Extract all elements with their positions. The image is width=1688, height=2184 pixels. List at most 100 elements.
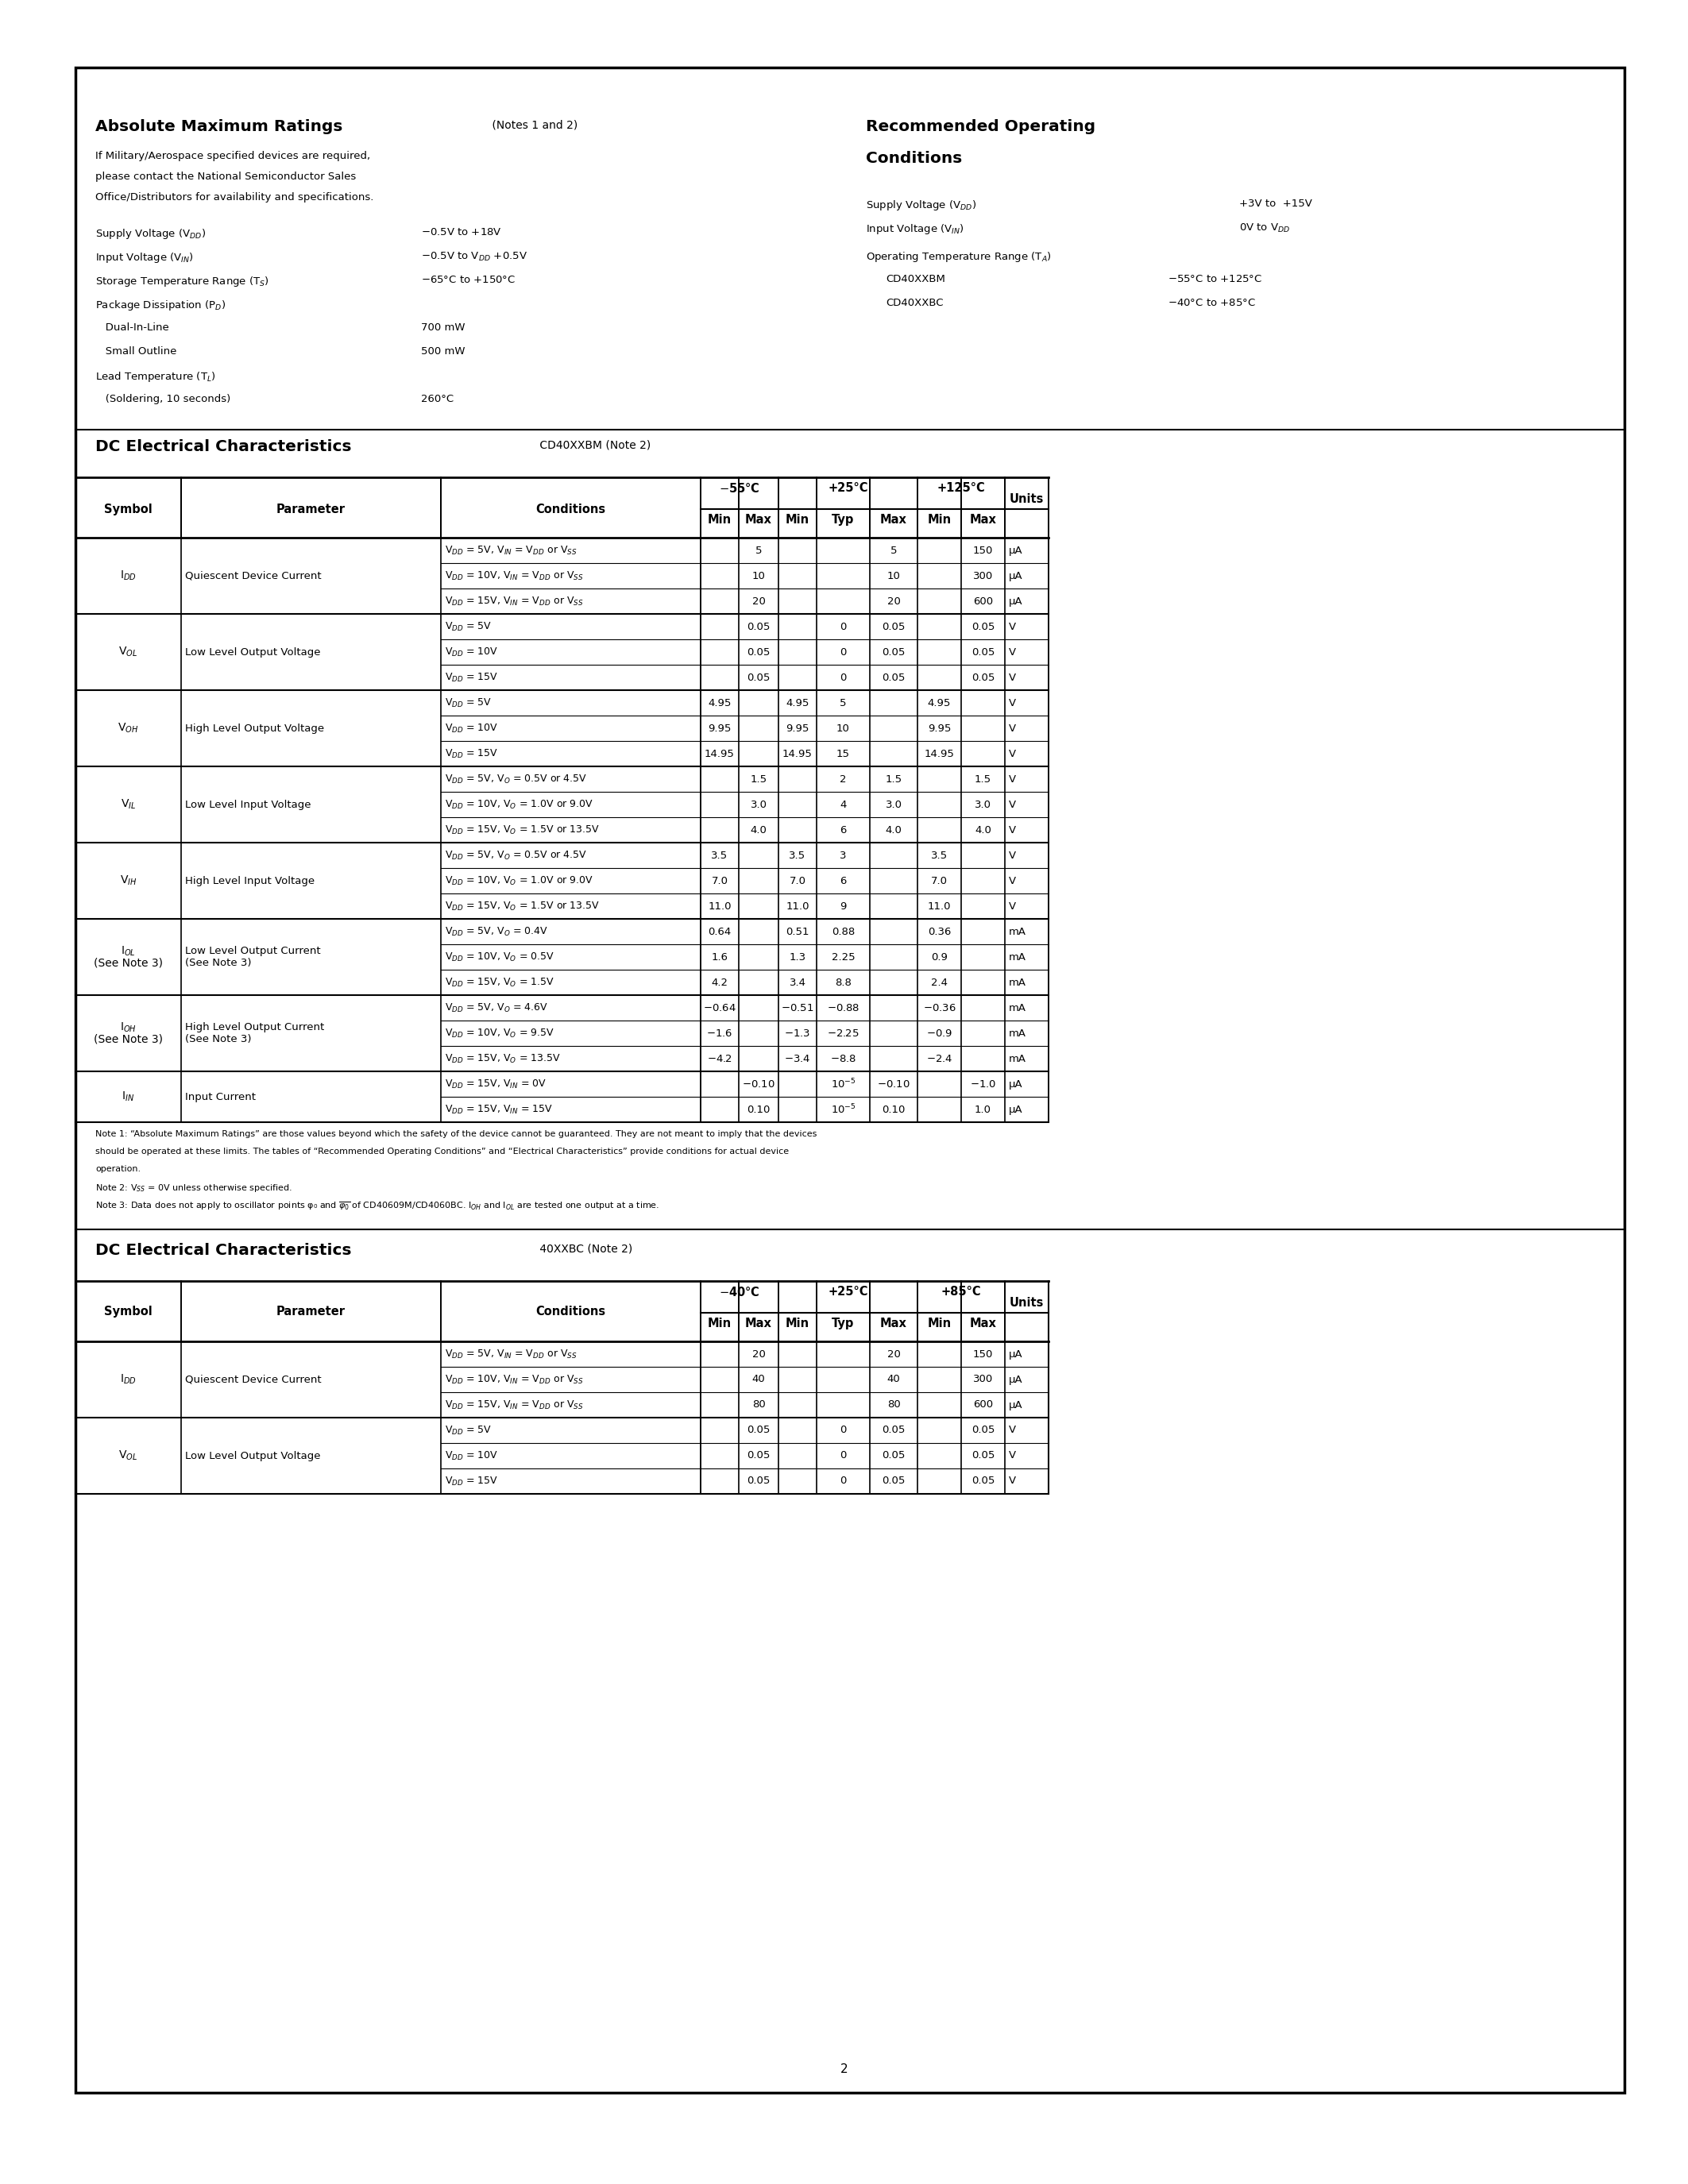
Text: 3.5: 3.5	[932, 850, 947, 860]
Text: Low Level Output Voltage: Low Level Output Voltage	[186, 1450, 321, 1461]
Text: Min: Min	[927, 513, 952, 526]
Text: Package Dissipation (P$_D$): Package Dissipation (P$_D$)	[95, 299, 226, 312]
Text: 260°C: 260°C	[420, 393, 454, 404]
Text: 4.0: 4.0	[885, 826, 901, 834]
Text: 10: 10	[886, 570, 900, 581]
Text: 0.05: 0.05	[881, 622, 905, 631]
Text: +25°C: +25°C	[827, 1286, 868, 1297]
Text: V$_{DD}$ = 15V, V$_{IN}$ = V$_{DD}$ or V$_{SS}$: V$_{DD}$ = 15V, V$_{IN}$ = V$_{DD}$ or V…	[446, 596, 584, 607]
Text: 150: 150	[972, 546, 993, 555]
Text: 40: 40	[751, 1374, 765, 1385]
Text: 0.05: 0.05	[746, 622, 770, 631]
Text: V$_{DD}$ = 15V, V$_O$ = 1.5V or 13.5V: V$_{DD}$ = 15V, V$_O$ = 1.5V or 13.5V	[446, 823, 599, 836]
Text: $10^{-5}$: $10^{-5}$	[830, 1077, 856, 1090]
Text: μA: μA	[1009, 570, 1023, 581]
Text: 0.36: 0.36	[928, 926, 950, 937]
Text: 8.8: 8.8	[836, 976, 851, 987]
Text: 1.5: 1.5	[749, 773, 766, 784]
Text: Min: Min	[707, 513, 731, 526]
Text: 20: 20	[751, 596, 765, 607]
Text: 10: 10	[837, 723, 851, 734]
Text: V$_{DD}$ = 10V, V$_{IN}$ = V$_{DD}$ or V$_{SS}$: V$_{DD}$ = 10V, V$_{IN}$ = V$_{DD}$ or V…	[446, 570, 584, 581]
Text: Min: Min	[707, 1317, 731, 1330]
Text: 0.88: 0.88	[832, 926, 854, 937]
Text: 0.05: 0.05	[971, 646, 994, 657]
Text: I$_{DD}$: I$_{DD}$	[120, 570, 137, 583]
Text: 14.95: 14.95	[783, 749, 812, 758]
Text: Max: Max	[744, 513, 771, 526]
Text: (Notes 1 and 2): (Notes 1 and 2)	[488, 120, 577, 131]
Text: 0.05: 0.05	[971, 673, 994, 684]
Text: Min: Min	[785, 1317, 810, 1330]
Text: Input Current: Input Current	[186, 1092, 257, 1103]
Text: 0.9: 0.9	[932, 952, 947, 963]
Text: $-$0.36: $-$0.36	[923, 1002, 955, 1013]
Text: Supply Voltage (V$_{DD}$): Supply Voltage (V$_{DD}$)	[95, 227, 206, 240]
Text: 500 mW: 500 mW	[420, 347, 466, 356]
Text: High Level Output Current: High Level Output Current	[186, 1022, 324, 1033]
Text: $-$40°C to +85°C: $-$40°C to +85°C	[1168, 297, 1256, 308]
Text: Note 1: “Absolute Maximum Ratings” are those values beyond which the safety of t: Note 1: “Absolute Maximum Ratings” are t…	[95, 1129, 817, 1138]
Text: $-$1.6: $-$1.6	[707, 1029, 733, 1037]
Text: 7.0: 7.0	[932, 876, 947, 887]
Text: 7.0: 7.0	[711, 876, 728, 887]
Text: 9.95: 9.95	[928, 723, 950, 734]
Text: Conditions: Conditions	[535, 502, 606, 515]
Text: V: V	[1009, 646, 1016, 657]
Text: mA: mA	[1009, 1002, 1026, 1013]
Text: 0: 0	[841, 1426, 847, 1435]
Text: Recommended Operating: Recommended Operating	[866, 120, 1096, 133]
Text: should be operated at these limits. The tables of “Recommended Operating Conditi: should be operated at these limits. The …	[95, 1147, 788, 1155]
Text: μA: μA	[1009, 1400, 1023, 1411]
Text: $-$8.8: $-$8.8	[830, 1053, 856, 1064]
Text: 11.0: 11.0	[928, 902, 950, 911]
Text: $-$0.64: $-$0.64	[704, 1002, 736, 1013]
Text: $-$0.51: $-$0.51	[782, 1002, 814, 1013]
Text: 11.0: 11.0	[707, 902, 731, 911]
Text: 2.25: 2.25	[832, 952, 856, 963]
Text: V: V	[1009, 1450, 1016, 1461]
Text: DC Electrical Characteristics: DC Electrical Characteristics	[95, 1243, 351, 1258]
Text: V: V	[1009, 826, 1016, 834]
Text: 11.0: 11.0	[787, 902, 809, 911]
Text: 0.05: 0.05	[746, 1426, 770, 1435]
Text: 0.05: 0.05	[971, 622, 994, 631]
Text: 9: 9	[841, 902, 847, 911]
Text: Units: Units	[1009, 1297, 1043, 1308]
Text: (Soldering, 10 seconds): (Soldering, 10 seconds)	[95, 393, 231, 404]
Text: V: V	[1009, 673, 1016, 684]
Text: Quiescent Device Current: Quiescent Device Current	[186, 1374, 321, 1385]
Text: V: V	[1009, 876, 1016, 887]
Text: 3: 3	[841, 850, 847, 860]
Text: Conditions: Conditions	[866, 151, 962, 166]
Text: 5: 5	[755, 546, 761, 555]
Text: 15: 15	[837, 749, 851, 758]
Text: Supply Voltage (V$_{DD}$): Supply Voltage (V$_{DD}$)	[866, 199, 976, 212]
Text: 4.0: 4.0	[749, 826, 766, 834]
Text: $-$55°C to +125°C: $-$55°C to +125°C	[1168, 273, 1263, 284]
Text: μA: μA	[1009, 546, 1023, 555]
Text: I$_{IN}$: I$_{IN}$	[122, 1090, 135, 1103]
Text: $-$65°C to +150°C: $-$65°C to +150°C	[420, 275, 515, 286]
Text: V$_{OL}$: V$_{OL}$	[118, 646, 138, 660]
Text: +25°C: +25°C	[827, 483, 868, 494]
Text: mA: mA	[1009, 952, 1026, 963]
Text: μA: μA	[1009, 596, 1023, 607]
Text: 0: 0	[841, 1450, 847, 1461]
Text: V: V	[1009, 850, 1016, 860]
Text: $-$0.9: $-$0.9	[927, 1029, 952, 1037]
Text: Quiescent Device Current: Quiescent Device Current	[186, 570, 321, 581]
Text: V$_{DD}$ = 15V: V$_{DD}$ = 15V	[446, 1474, 498, 1487]
Text: Max: Max	[879, 1317, 906, 1330]
Text: 0.05: 0.05	[746, 1476, 770, 1487]
Text: mA: mA	[1009, 1029, 1026, 1037]
Text: +3V to  +15V: +3V to +15V	[1239, 199, 1312, 210]
Text: High Level Input Voltage: High Level Input Voltage	[186, 876, 314, 887]
Text: CD40XXBM: CD40XXBM	[886, 273, 945, 284]
Text: $-$3.4: $-$3.4	[785, 1053, 810, 1064]
Text: 600: 600	[972, 596, 993, 607]
Text: 0: 0	[841, 646, 847, 657]
Text: $10^{-5}$: $10^{-5}$	[830, 1103, 856, 1116]
Text: 40: 40	[886, 1374, 900, 1385]
Text: $-$4.2: $-$4.2	[707, 1053, 733, 1064]
